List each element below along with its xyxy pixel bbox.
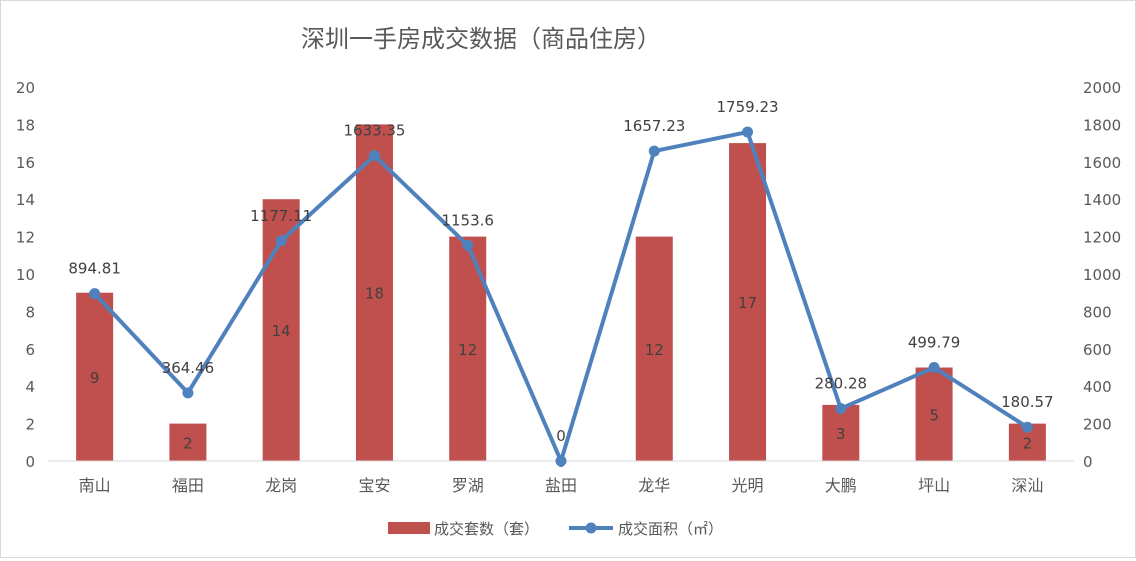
bar-data-label: 17 bbox=[738, 294, 757, 312]
line-point bbox=[182, 387, 194, 399]
legend-label-bar: 成交套数（套） bbox=[434, 520, 539, 538]
line-point bbox=[835, 403, 847, 415]
bar-data-label: 18 bbox=[365, 285, 384, 303]
line-point bbox=[648, 145, 660, 157]
line-point bbox=[275, 235, 287, 247]
bar-data-label: 12 bbox=[458, 341, 477, 359]
x-tick-label: 深汕 bbox=[1011, 476, 1043, 495]
y-left-tick-label: 18 bbox=[16, 116, 35, 134]
y-right-tick-label: 1800 bbox=[1083, 116, 1121, 134]
line-data-label: 1177.11 bbox=[250, 207, 312, 225]
y-left-tick-label: 0 bbox=[25, 453, 35, 471]
line-point bbox=[462, 239, 474, 251]
line-point bbox=[368, 150, 380, 162]
x-tick-label: 坪山 bbox=[918, 476, 950, 495]
x-tick-label: 南山 bbox=[79, 476, 111, 495]
line-point bbox=[555, 455, 567, 467]
y-right-tick-label: 2000 bbox=[1083, 79, 1121, 97]
y-right-tick-label: 0 bbox=[1083, 453, 1093, 471]
y-right-tick-label: 1400 bbox=[1083, 191, 1121, 209]
bar-data-label: 12 bbox=[645, 341, 664, 359]
y-left-tick-label: 4 bbox=[25, 378, 35, 396]
bar-data-label: 9 bbox=[90, 369, 100, 387]
y-left-tick-label: 14 bbox=[16, 191, 35, 209]
y-left-tick-label: 16 bbox=[16, 154, 35, 172]
line-data-label: 1633.35 bbox=[343, 122, 405, 140]
bar-data-label: 2 bbox=[1023, 434, 1033, 452]
line-point bbox=[928, 362, 940, 374]
x-tick-label: 大鹏 bbox=[825, 476, 857, 495]
y-left-tick-label: 2 bbox=[25, 416, 35, 434]
y-right-tick-label: 1200 bbox=[1083, 229, 1121, 247]
x-tick-label: 光明 bbox=[732, 476, 764, 495]
line-data-label: 499.79 bbox=[908, 334, 961, 352]
y-left-tick-label: 12 bbox=[16, 229, 35, 247]
bar bbox=[355, 124, 393, 462]
line-point bbox=[1021, 421, 1033, 433]
bar bbox=[169, 423, 207, 461]
x-tick-label: 福田 bbox=[172, 476, 204, 495]
line-data-label: 1657.23 bbox=[623, 117, 685, 135]
line-data-label: 180.57 bbox=[1001, 393, 1054, 411]
legend-label-line: 成交面积（㎡） bbox=[618, 520, 723, 538]
legend-swatch-bar bbox=[388, 522, 430, 534]
line-data-label: 280.28 bbox=[815, 375, 868, 393]
bar bbox=[76, 292, 114, 461]
x-tick-label: 龙岗 bbox=[265, 476, 297, 495]
x-tick-label: 龙华 bbox=[638, 476, 670, 495]
x-tick-label: 盐田 bbox=[545, 476, 577, 495]
y-right-tick-label: 200 bbox=[1083, 416, 1112, 434]
bar bbox=[822, 404, 860, 461]
y-right-tick-label: 800 bbox=[1083, 303, 1112, 321]
y-right-tick-label: 600 bbox=[1083, 341, 1112, 359]
line-data-label: 0 bbox=[556, 427, 566, 445]
line-point bbox=[89, 288, 101, 300]
bar bbox=[729, 143, 767, 461]
y-right-tick-label: 400 bbox=[1083, 378, 1112, 396]
x-tick-label: 宝安 bbox=[358, 476, 390, 495]
bar-data-label: 2 bbox=[183, 434, 193, 452]
bar bbox=[635, 236, 673, 461]
y-left-tick-label: 20 bbox=[16, 79, 35, 97]
bar bbox=[915, 367, 953, 461]
bar-data-label: 14 bbox=[272, 322, 291, 340]
y-left-tick-label: 10 bbox=[16, 266, 35, 284]
line-data-label: 364.46 bbox=[162, 359, 215, 377]
legend-swatch-marker bbox=[585, 522, 597, 534]
bar-data-label: 3 bbox=[836, 425, 846, 443]
line-data-label: 894.81 bbox=[68, 260, 121, 278]
line-data-label: 1759.23 bbox=[717, 98, 779, 116]
y-left-tick-label: 6 bbox=[25, 341, 35, 359]
y-right-tick-label: 1600 bbox=[1083, 154, 1121, 172]
line-data-label: 1153.6 bbox=[441, 211, 494, 229]
chart-title: 深圳一手房成交数据（商品住房） bbox=[301, 25, 661, 53]
y-left-tick-label: 8 bbox=[25, 303, 35, 321]
bar-data-label: 5 bbox=[929, 406, 939, 424]
line-point bbox=[742, 126, 754, 138]
line-series-path bbox=[93, 130, 1029, 463]
y-right-tick-label: 1000 bbox=[1083, 266, 1121, 284]
x-tick-label: 罗湖 bbox=[452, 476, 484, 495]
